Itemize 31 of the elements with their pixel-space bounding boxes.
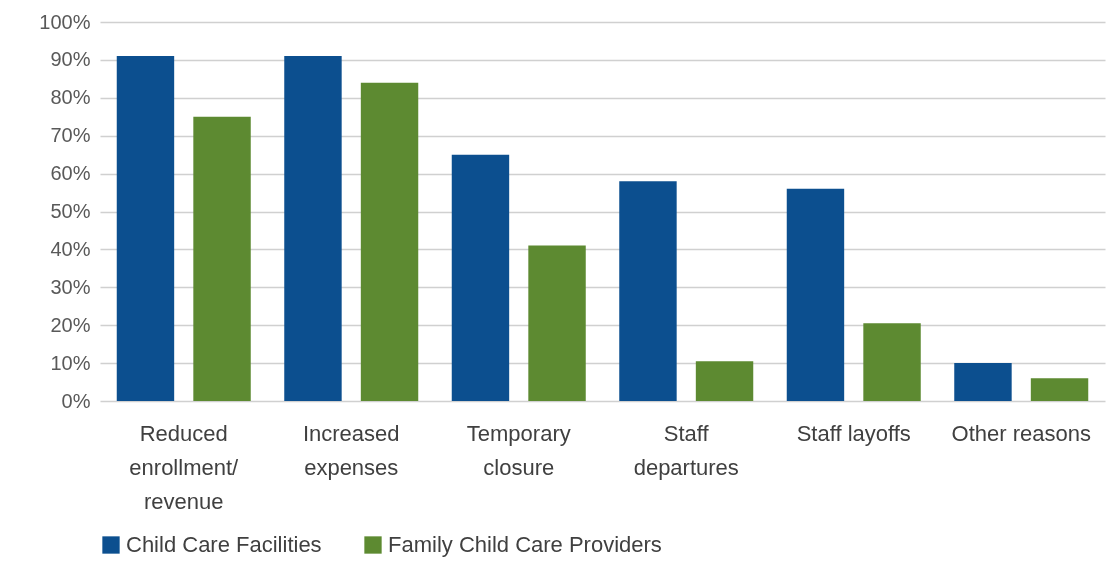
- bar: [193, 116, 251, 401]
- y-tick-label: 100%: [39, 10, 91, 33]
- y-tick-label: 30%: [50, 275, 91, 298]
- bar: [528, 245, 586, 401]
- y-tick-label: 10%: [50, 351, 91, 374]
- y-tick-label: 70%: [50, 124, 91, 147]
- bar: [786, 188, 845, 401]
- bar: [619, 181, 677, 401]
- bar: [863, 323, 921, 401]
- bar: [695, 361, 754, 401]
- legend-label: Family Child Care Providers: [388, 532, 662, 557]
- x-tick-label: Other reasons: [951, 420, 1091, 446]
- x-tick-label: Temporary closure: [466, 420, 571, 480]
- x-tick-label: Staff layoffs: [796, 420, 911, 446]
- bar: [360, 82, 419, 401]
- y-tick-label: 0%: [61, 389, 91, 412]
- y-tick-label: 40%: [50, 237, 91, 260]
- y-tick-label: 60%: [50, 162, 91, 185]
- bar: [954, 363, 1012, 401]
- y-tick-label: 80%: [50, 86, 91, 109]
- y-tick-label: 20%: [50, 313, 91, 336]
- x-tick-label: Increased expenses: [302, 420, 400, 480]
- bar: [116, 56, 175, 401]
- bar: [1030, 378, 1089, 401]
- y-tick-label: 50%: [50, 200, 91, 222]
- x-tick-label: Staff departures: [633, 420, 739, 480]
- legend-label: Child Care Facilities: [126, 532, 322, 557]
- bar: [451, 154, 510, 401]
- x-tick-label: Reduced enrollment/ revenue: [129, 420, 240, 514]
- bar: [284, 56, 342, 401]
- y-tick-label: 90%: [50, 48, 91, 71]
